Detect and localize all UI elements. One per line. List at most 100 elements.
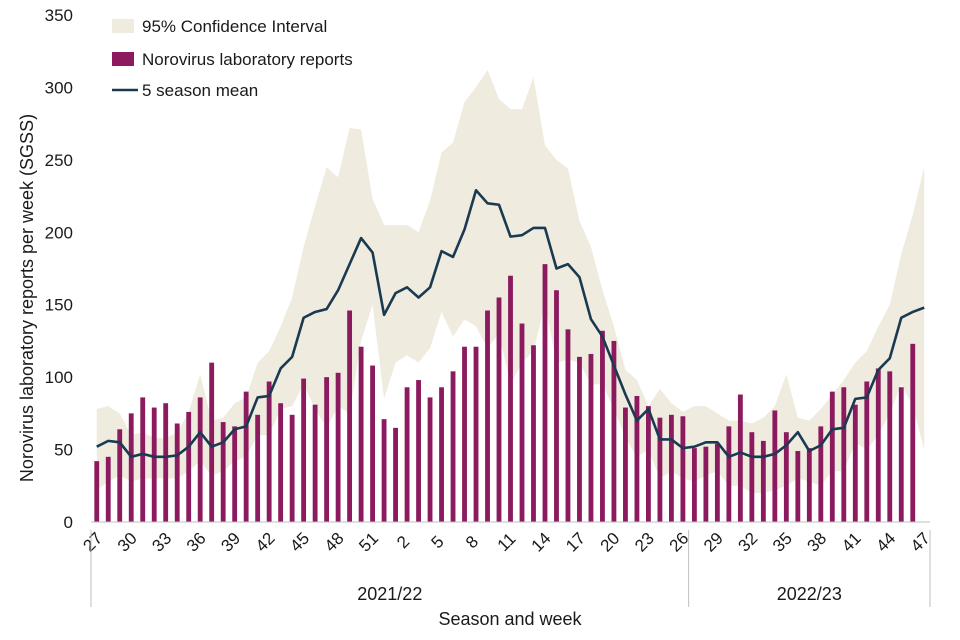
legend-swatch-ci <box>112 19 134 33</box>
report-bar <box>772 410 778 522</box>
x-tick-label: 30 <box>114 529 141 556</box>
season-label: 2021/22 <box>357 584 422 604</box>
x-tick-label: 20 <box>597 529 624 556</box>
x-tick-label: 42 <box>252 529 279 556</box>
x-tick-layer: 27 30 33 36 39 42 45 48 51 2 5 8 11 14 17 20 23 26 29 32 35 3… <box>79 529 933 556</box>
report-bar <box>220 422 226 522</box>
report-bar <box>852 404 858 522</box>
report-bar <box>462 346 467 522</box>
report-bar <box>898 387 904 522</box>
report-bar <box>358 346 364 522</box>
y-axis-title: Norovirus laboratory reports per week (S… <box>17 114 37 482</box>
report-bar <box>324 377 330 522</box>
x-tick-label: 14 <box>528 529 555 556</box>
report-bar <box>611 340 617 522</box>
five-season-mean-line <box>96 188 925 459</box>
report-bar <box>209 362 215 522</box>
report-bar <box>795 451 801 522</box>
report-bar <box>726 426 732 522</box>
report-bar <box>289 414 295 522</box>
x-tick-label: 45 <box>286 529 313 556</box>
report-bar <box>623 407 628 522</box>
report-bar <box>186 411 192 522</box>
season-layer: 2021/22 2022/23 <box>90 530 931 607</box>
x-tick-label: 36 <box>183 529 210 556</box>
report-bar <box>473 346 479 522</box>
report-bar <box>577 356 582 522</box>
report-bar <box>691 448 697 522</box>
legend-label: 95% Confidence Interval <box>142 17 327 36</box>
report-bar <box>439 387 444 522</box>
report-bar <box>737 394 743 522</box>
legend-label: 5 season mean <box>142 81 258 100</box>
report-bar <box>174 423 180 522</box>
report-bar <box>105 456 111 522</box>
y-tick-label: 50 <box>54 441 73 460</box>
report-bar <box>531 345 536 522</box>
bar-layer <box>94 264 916 522</box>
report-bar <box>278 403 284 522</box>
legend-label: Norovirus laboratory reports <box>142 50 353 69</box>
report-bar <box>668 414 674 522</box>
report-bar <box>657 417 663 522</box>
report-bar <box>117 429 123 522</box>
report-bar <box>450 371 456 522</box>
report-bar <box>232 426 238 522</box>
report-bar <box>829 391 835 522</box>
y-tick-label: 250 <box>45 151 73 170</box>
report-bar <box>266 381 272 522</box>
x-tick-label: 38 <box>804 529 831 556</box>
report-bar <box>335 372 341 522</box>
report-bar <box>806 448 812 522</box>
report-bar <box>588 353 594 522</box>
y-tick-label: 350 <box>45 6 73 25</box>
report-bar <box>347 310 353 522</box>
x-axis-title: Season and week <box>438 609 582 629</box>
report-bar <box>404 387 410 522</box>
report-bar <box>714 443 720 522</box>
legend-swatch-bar <box>112 52 134 66</box>
report-bar <box>381 419 387 522</box>
report-bar <box>94 461 100 522</box>
report-bar <box>760 440 766 522</box>
report-bar <box>680 416 686 522</box>
report-bar <box>646 406 651 522</box>
y-tick-label: 100 <box>45 368 73 387</box>
report-bar <box>301 378 307 522</box>
report-bar <box>485 310 490 522</box>
report-bar <box>703 446 709 522</box>
report-bar <box>634 395 640 522</box>
x-tick-label: 32 <box>735 529 762 556</box>
x-tick-label: 33 <box>148 529 175 556</box>
report-bar <box>887 371 893 522</box>
report-bar <box>600 330 605 522</box>
x-tick-label: 44 <box>872 529 899 556</box>
report-bar <box>416 380 421 522</box>
season-label: 2022/23 <box>777 584 842 604</box>
report-bar <box>393 427 398 522</box>
mean-line-layer <box>96 188 925 459</box>
x-tick-label: 29 <box>700 529 727 556</box>
x-tick-label: 5 <box>428 532 448 552</box>
report-bar <box>508 275 513 522</box>
report-bar <box>140 397 146 522</box>
y-tick-layer: 0 50 100 150 200 250 300 350 <box>45 6 73 532</box>
x-tick-label: 41 <box>838 529 865 556</box>
report-bar <box>749 432 755 522</box>
y-tick-label: 300 <box>45 78 73 97</box>
report-bar <box>151 407 157 522</box>
x-tick-label: 39 <box>217 529 244 556</box>
report-bar <box>783 432 789 522</box>
legend: 95% Confidence Interval Norovirus laborat… <box>112 17 353 100</box>
x-tick-label: 51 <box>355 529 382 556</box>
report-bar <box>864 381 870 522</box>
x-tick-label: 48 <box>321 529 348 556</box>
x-tick-label: 11 <box>494 529 520 555</box>
x-tick-label: 8 <box>462 532 482 552</box>
report-bar <box>519 323 525 522</box>
report-bar <box>841 387 847 522</box>
report-bar <box>243 391 249 522</box>
report-bar <box>818 426 824 522</box>
report-bar <box>427 397 433 522</box>
